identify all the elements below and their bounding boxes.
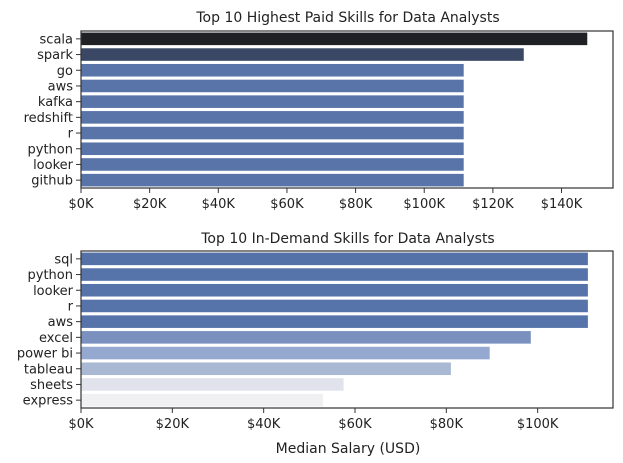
y-tick-label: tableau xyxy=(24,362,73,377)
y-tick-label: sheets xyxy=(30,378,73,393)
bar-express xyxy=(81,393,324,407)
top-paid-skills-chart: Top 10 Highest Paid Skills for Data Anal… xyxy=(24,10,614,212)
bar-kafka xyxy=(81,95,464,108)
x-tick-label: $60K xyxy=(270,197,304,212)
x-tick-label: $140K xyxy=(541,197,583,212)
bar-sheets xyxy=(81,378,344,391)
chart-title: Top 10 Highest Paid Skills for Data Anal… xyxy=(195,10,499,26)
bar-excel xyxy=(81,331,531,344)
chart-title: Top 10 In-Demand Skills for Data Analyst… xyxy=(200,231,494,247)
bar-r xyxy=(81,299,588,313)
y-tick-label: aws xyxy=(48,79,74,94)
bar-redshift xyxy=(81,111,464,124)
y-tick-label: r xyxy=(68,299,74,314)
x-tick-label: $100K xyxy=(517,417,559,432)
x-axis-label: Median Salary (USD) xyxy=(276,441,421,457)
bar-spark xyxy=(81,48,524,61)
y-tick-label: redshift xyxy=(24,111,73,126)
bar-looker xyxy=(81,283,588,297)
bar-power-bi xyxy=(81,346,490,360)
y-tick-label: python xyxy=(28,142,73,157)
x-tick-label: $100K xyxy=(403,197,445,212)
bar-go xyxy=(81,63,464,77)
bar-python xyxy=(81,142,464,156)
axes-frame xyxy=(80,30,614,189)
bar-sql xyxy=(81,252,588,266)
x-tick-label: $0K xyxy=(68,417,94,432)
x-tick-label: $60K xyxy=(338,417,372,432)
x-tick-label: $80K xyxy=(339,197,373,212)
bar-aws xyxy=(81,315,588,328)
bar-github xyxy=(81,173,464,187)
y-tick-label: power bi xyxy=(17,347,73,362)
x-tick-label: $40K xyxy=(247,417,281,432)
bar-aws xyxy=(81,79,464,93)
y-tick-label: go xyxy=(57,64,73,79)
axes-frame xyxy=(80,250,614,409)
y-tick-label: kafka xyxy=(38,95,73,110)
y-tick-label: python xyxy=(28,268,73,283)
y-tick-label: scala xyxy=(40,32,73,47)
y-tick-label: r xyxy=(68,127,74,142)
in-demand-skills-chart: Top 10 In-Demand Skills for Data Analyst… xyxy=(17,231,614,457)
y-tick-label: aws xyxy=(48,315,74,330)
bar-looker xyxy=(81,158,464,171)
x-tick-label: $20K xyxy=(133,197,167,212)
y-tick-label: spark xyxy=(37,48,73,63)
y-tick-label: github xyxy=(31,174,73,189)
y-tick-label: excel xyxy=(39,331,73,346)
x-tick-label: $120K xyxy=(472,197,514,212)
x-tick-label: $40K xyxy=(202,197,236,212)
x-tick-label: $0K xyxy=(68,197,94,212)
bar-scala xyxy=(81,32,588,46)
bar-python xyxy=(81,268,588,281)
bar-tableau xyxy=(81,362,451,376)
x-tick-label: $20K xyxy=(156,417,190,432)
y-tick-label: express xyxy=(23,394,74,409)
x-tick-label: $80K xyxy=(430,417,464,432)
bar-r xyxy=(81,126,464,140)
y-tick-label: sql xyxy=(54,252,73,267)
y-tick-label: looker xyxy=(33,158,74,173)
y-tick-label: looker xyxy=(33,284,74,299)
